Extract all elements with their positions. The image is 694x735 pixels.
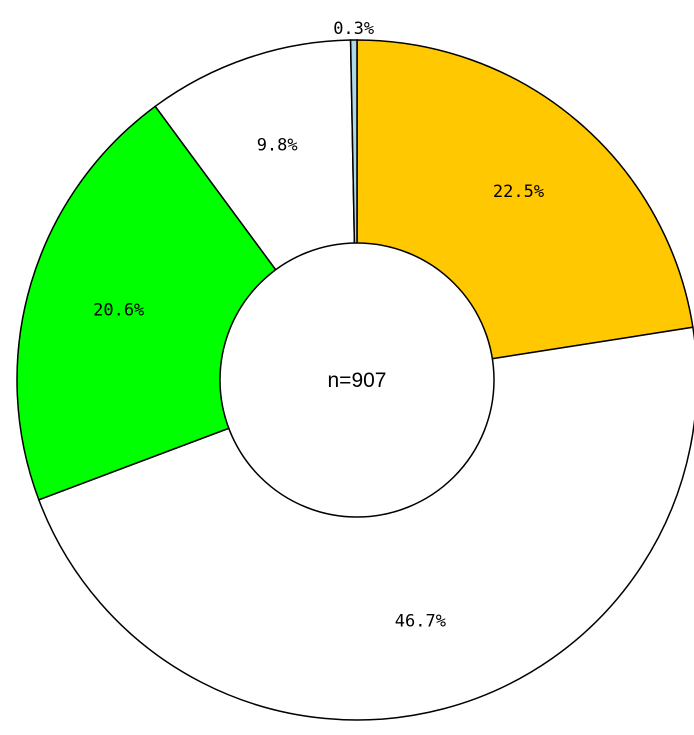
center-label: n=907 [328, 369, 387, 392]
pie-slice [37, 326, 694, 721]
slice-label: 20.6% [93, 300, 144, 320]
donut-hole [219, 242, 495, 518]
slice-label: 0.3% [333, 19, 374, 39]
slice-label: 22.5% [493, 182, 544, 202]
labels-group: 22.5% 46.7% 20.6% 9.8% 0.3% [93, 19, 544, 631]
slice-label: 9.8% [257, 136, 298, 156]
slice-label: 46.7% [395, 611, 446, 631]
